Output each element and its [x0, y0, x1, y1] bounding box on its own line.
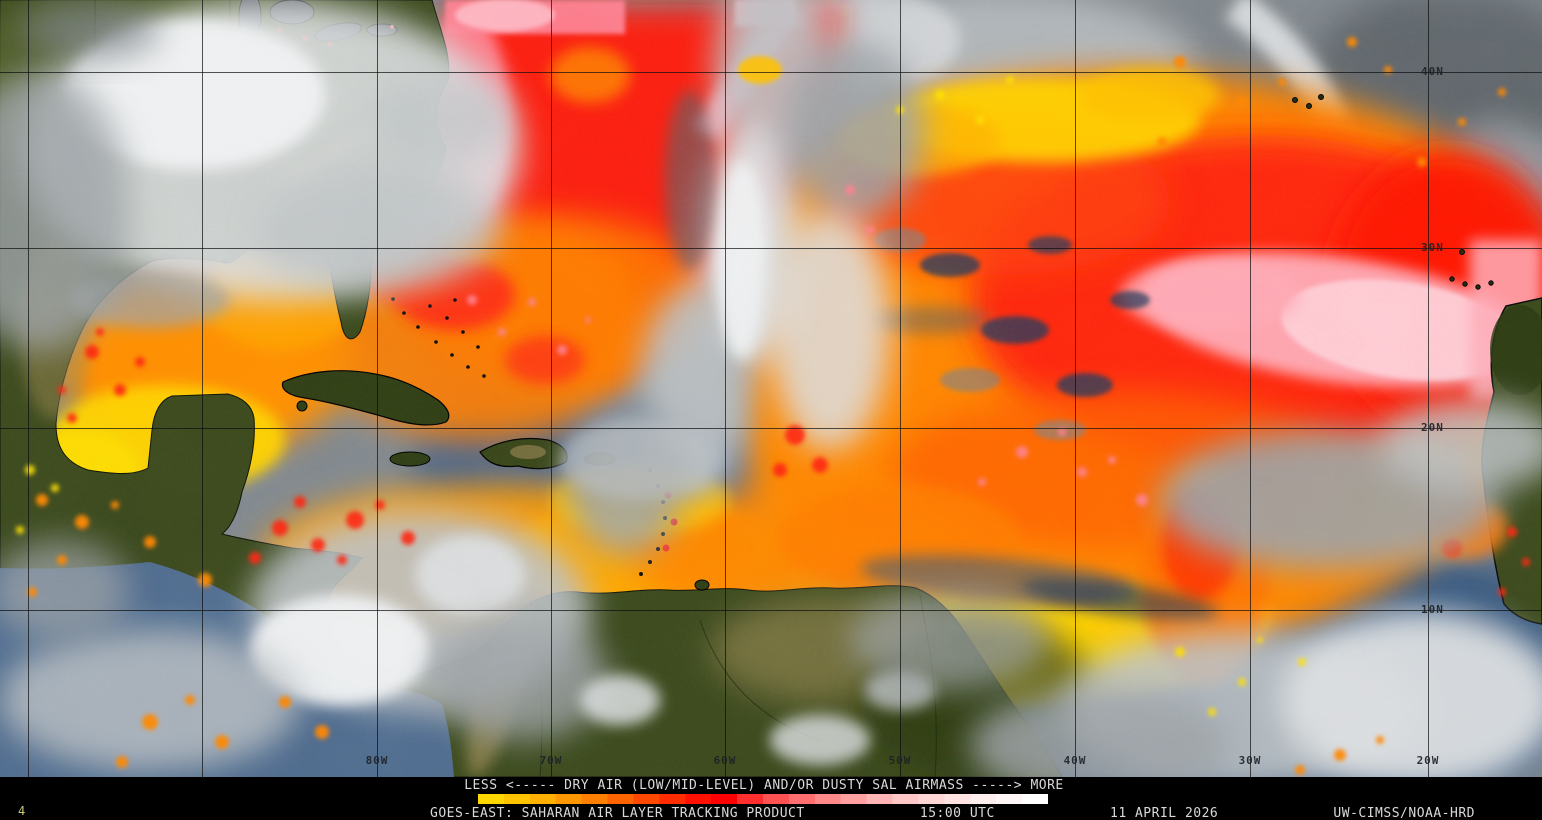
- sal-colorbar: [478, 794, 1048, 804]
- satellite-composite-image: [0, 0, 1542, 777]
- product-date: 11 APRIL 2026: [1110, 806, 1219, 820]
- product-credit: UW-CIMSS/NOAA-HRD: [1333, 806, 1475, 820]
- product-name: GOES-EAST: SAHARAN AIR LAYER TRACKING PR…: [430, 806, 805, 820]
- product-caption: GOES-EAST: SAHARAN AIR LAYER TRACKING PR…: [430, 806, 1475, 820]
- product-time: 15:00 UTC: [919, 806, 995, 820]
- colorbar-scale-label: LESS <----- DRY AIR (LOW/MID-LEVEL) AND/…: [464, 778, 1064, 793]
- annotation-bar: LESS <----- DRY AIR (LOW/MID-LEVEL) AND/…: [0, 777, 1542, 820]
- frame-number: 4: [18, 804, 26, 818]
- satellite-map: 80W 70W 60W 50W 40W 30W 20W 40N 30N 20N 10N: [0, 0, 1542, 777]
